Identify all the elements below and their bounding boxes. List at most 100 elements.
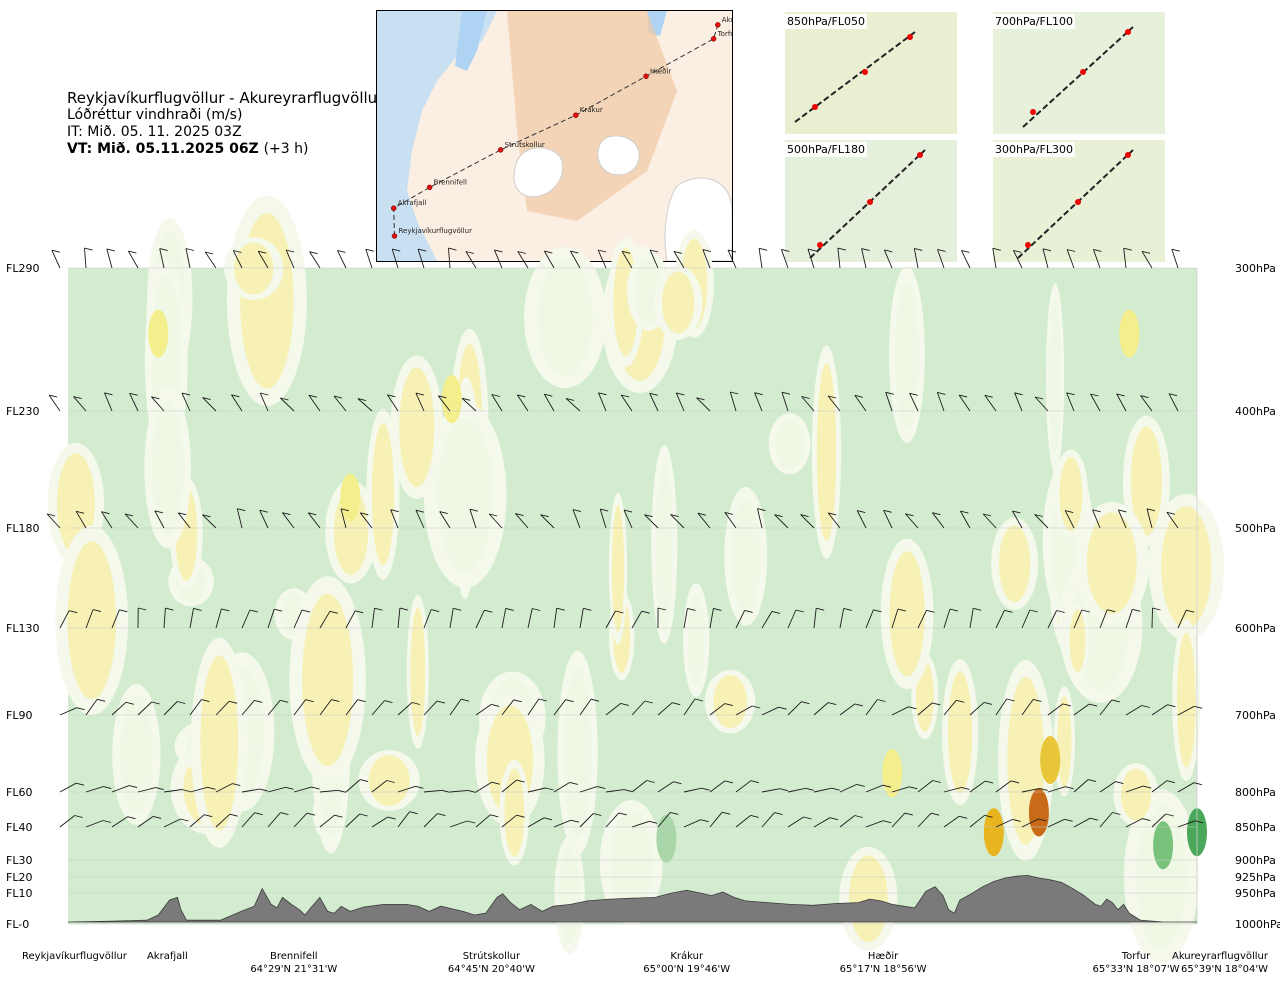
wind-barb-feather [359, 813, 368, 817]
wind-barb-shaft [891, 608, 899, 629]
wind-barb-shaft [969, 608, 974, 629]
wind-barb-shaft [345, 813, 361, 828]
wind-barb-shaft [1125, 785, 1144, 793]
wind-barb-shaft [59, 815, 75, 828]
wind-barb-feather [124, 513, 134, 517]
wind-barb-feather [127, 816, 136, 820]
field-cell [234, 242, 274, 295]
wind-barb-shaft [1090, 393, 1101, 412]
wind-barb-shaft [553, 819, 572, 828]
wind-barb-feather [1141, 705, 1150, 708]
wind-barb-feather [1029, 609, 1038, 613]
wind-barb-shaft [417, 248, 425, 269]
wind-barb-feather [1152, 607, 1161, 611]
field-cell [1161, 506, 1212, 629]
field-cell [1136, 803, 1187, 949]
field-core [1040, 736, 1061, 784]
wind-barb-shaft [891, 812, 906, 828]
wind-barb-feather [360, 512, 369, 516]
wind-barb-feather [803, 816, 812, 820]
wind-barb-shaft [359, 512, 373, 529]
wind-barb-shaft [241, 609, 251, 629]
wind-barb-shaft [371, 608, 375, 629]
wind-barb-feather [621, 250, 631, 254]
chart-subtitle: Lóðréttur vindhraði (m/s) [67, 107, 243, 123]
wind-barb-feather [543, 817, 553, 821]
wind-barb-shaft [1047, 610, 1058, 629]
wind-barb-shaft [449, 698, 462, 716]
waypoint-label: Akrafjall [147, 951, 188, 962]
wind-barb-feather [254, 812, 263, 816]
wind-barb-feather [673, 781, 682, 785]
waypoint-coordinate: 64°29'N 21°31'W [250, 964, 337, 975]
inset-label-700: 700hPa/FL100 [993, 14, 1076, 29]
wind-barb-shaft [761, 812, 775, 828]
wind-barb-shaft [709, 780, 726, 793]
wind-barb-feather [465, 251, 475, 254]
wind-barb-shaft [992, 248, 997, 269]
wind-barb-feather [781, 248, 790, 252]
wind-barb-shaft [357, 398, 373, 412]
y-tick-label-fl: FL90 [6, 709, 32, 722]
wind-barb-feather [956, 699, 965, 703]
wind-barb-feather [593, 813, 602, 816]
route-map: Reykjavíkurflugvöllur Akrafjall Brennifell… [376, 10, 733, 262]
wind-barb-feather [801, 701, 810, 705]
wind-barb-feather [702, 249, 712, 253]
wind-barb-feather [570, 250, 579, 254]
wind-barb-shaft [448, 248, 451, 269]
wind-barb-shaft [735, 610, 746, 629]
wind-barb-shaft [1166, 512, 1179, 529]
wind-barb-shaft [943, 608, 951, 629]
wind-barb-feather [1115, 781, 1124, 785]
wind-barb-feather [84, 247, 93, 251]
wind-barb-feather [983, 701, 993, 705]
wind-barb-feather [331, 699, 340, 703]
field-cell [504, 768, 525, 857]
wind-barb-feather [532, 608, 541, 611]
wind-barb-shaft [1177, 705, 1195, 716]
wind-barb-feather [694, 698, 704, 702]
wind-barb-shaft [465, 251, 477, 269]
wind-barb-feather [1166, 511, 1176, 515]
wind-barb-feather [1012, 510, 1021, 514]
wind-barb-feather [1171, 248, 1180, 252]
wind-barb-shaft [1021, 818, 1039, 828]
wind-barb-shaft [620, 394, 633, 412]
wind-barb-shaft [856, 510, 867, 529]
wind-barb-shaft [1141, 251, 1153, 269]
wind-barb-shaft [891, 786, 910, 793]
wind-barb-feather [646, 780, 655, 783]
wind-barb-shaft [215, 783, 233, 793]
wind-barb-feather [308, 394, 318, 398]
wind-barb-feather [697, 512, 707, 516]
wind-barb-shaft [735, 815, 751, 828]
wind-barb-feather [544, 393, 553, 397]
wind-barb-feather [1006, 698, 1015, 702]
wind-barb-shaft [813, 787, 832, 793]
wind-barb-shaft [644, 514, 659, 529]
wind-barb-shaft [800, 514, 815, 529]
field-cell [611, 505, 625, 633]
y-tick-label-fl: FL180 [6, 522, 39, 535]
wind-barb-feather [311, 786, 320, 790]
wind-barb-feather [453, 607, 462, 611]
field-cell [816, 363, 837, 542]
wind-barb-shaft [1099, 609, 1108, 629]
wind-barb-feather [744, 609, 753, 613]
wind-barb-feather [204, 814, 213, 818]
route-point [426, 184, 433, 191]
wind-barb-shaft [215, 700, 230, 716]
wind-barb-feather [877, 699, 886, 702]
wind-barb-shaft [543, 393, 555, 412]
wind-barb-shaft [1064, 510, 1075, 529]
wind-barb-feather [1107, 609, 1116, 613]
field-cell [410, 607, 426, 736]
wind-barb-shaft [475, 814, 491, 828]
wind-barb-shaft [683, 819, 701, 828]
wind-barb-feather [51, 249, 60, 253]
wind-barb-shaft [345, 610, 356, 629]
wind-barb-shaft [202, 514, 217, 529]
wind-barb-feather [1090, 817, 1099, 821]
